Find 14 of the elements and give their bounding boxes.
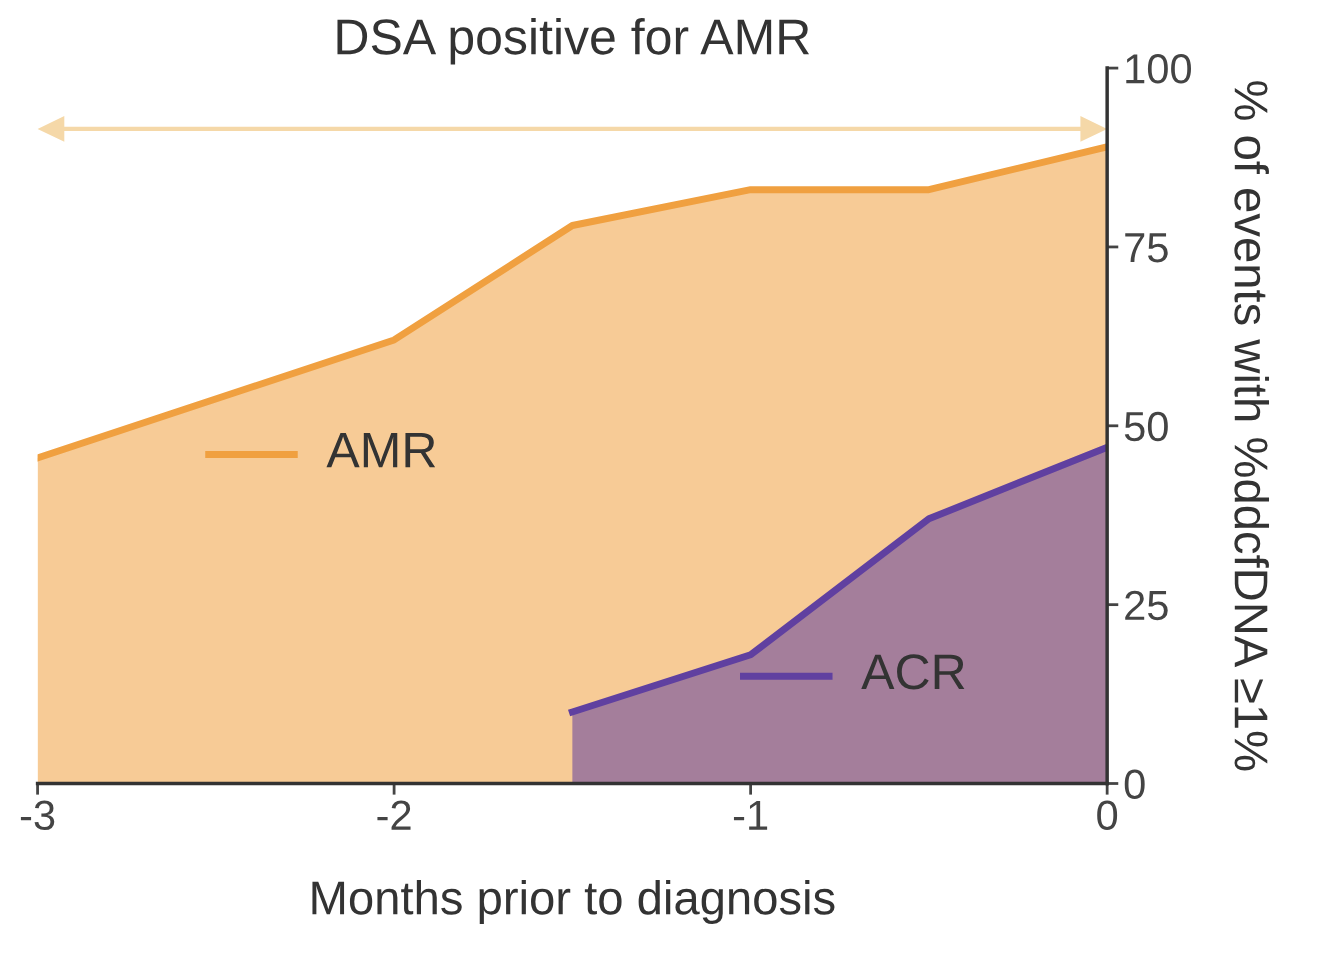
y2-axis-title: % of events with %ddcfDNA ≥1% (1234, 81, 1270, 771)
y2-tick-label: 50 (1124, 411, 1168, 442)
x-axis-title: Months prior to diagnosis (312, 879, 835, 924)
x-tick-label: -2 (377, 800, 411, 830)
y2-tick-label: 100 (1126, 54, 1192, 84)
y2-tick-label: 25 (1125, 590, 1168, 621)
text: DSA positive for AMR (337, 17, 810, 65)
legend-label: ACR (861, 654, 965, 690)
x-tick-label: -1 (733, 801, 768, 830)
y2-tick-label: 75 (1125, 233, 1168, 263)
x-tick-label: -3 (20, 800, 55, 831)
y2-tick-label: 0 (1124, 769, 1145, 800)
x-tick-label: 0 (1097, 800, 1118, 831)
legend-label: AMR (326, 432, 436, 468)
